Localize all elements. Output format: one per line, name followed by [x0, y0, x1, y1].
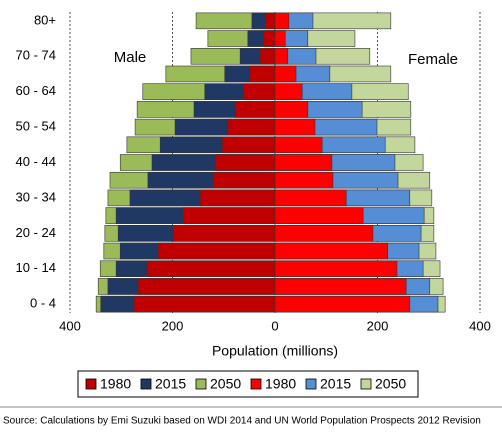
legend: 1980 2015 2050 1980 2015 2050 [85, 376, 406, 392]
legend-swatch [195, 378, 207, 390]
x-tick-label: 0 [271, 318, 278, 333]
legend-swatch [250, 378, 262, 390]
source: Source: Calculations by Emi Suzuki based… [3, 416, 481, 427]
x-axis-label: Population (millions) [212, 343, 338, 359]
bar [137, 278, 276, 295]
bar [274, 295, 411, 313]
bar [227, 118, 276, 136]
legend-label: 2050 [210, 376, 241, 392]
bar [274, 278, 407, 295]
legend-swatch [305, 378, 317, 390]
bar [265, 12, 276, 30]
x-tick-label: 400 [469, 318, 491, 333]
legend-label: 2015 [155, 376, 186, 392]
bar [274, 12, 290, 30]
bar [274, 101, 309, 118]
bar [249, 65, 276, 83]
legend-swatch [85, 378, 97, 390]
y-tick-label: 40 - 44 [16, 154, 56, 169]
y-tick-label: 10 - 14 [16, 260, 56, 275]
bar [274, 260, 398, 278]
bar [274, 207, 364, 224]
bar [221, 136, 276, 154]
bars [95, 12, 446, 313]
bar [274, 83, 303, 100]
bar [133, 295, 276, 313]
legend-label: 2015 [320, 376, 351, 392]
y-tick-label: 70 - 74 [16, 48, 56, 63]
bar [234, 101, 276, 118]
bar [146, 260, 276, 278]
bar [182, 207, 276, 224]
male-label: Male [114, 49, 147, 66]
bar [274, 136, 323, 154]
bar [274, 189, 347, 207]
legend-swatch [140, 378, 152, 390]
bar [274, 154, 333, 171]
legend-label: 2050 [375, 376, 406, 392]
bar [259, 47, 276, 65]
x-tick-label: 400 [59, 318, 81, 333]
bar [242, 83, 276, 100]
bar [274, 65, 297, 83]
bar [274, 47, 289, 65]
x-tick-label: 200 [162, 318, 184, 333]
bar [157, 242, 276, 260]
bar [274, 225, 374, 242]
y-tick-label: 60 - 64 [16, 83, 56, 98]
female-label: Female [408, 51, 458, 68]
bar [214, 154, 276, 171]
legend-swatch [360, 378, 372, 390]
bar [262, 30, 276, 47]
bar [274, 171, 334, 189]
bar [199, 189, 276, 207]
bar [172, 225, 276, 242]
bar [274, 118, 316, 136]
legend-label: 1980 [100, 376, 131, 392]
bar [212, 171, 276, 189]
y-tick-label: 0 - 4 [30, 296, 56, 311]
bar [274, 242, 389, 260]
legend-label: 1980 [265, 376, 296, 392]
y-tick-label: 80+ [34, 12, 56, 27]
x-tick-label: 200 [367, 318, 389, 333]
bar [274, 30, 286, 47]
y-tick-label: 50 - 54 [16, 119, 56, 134]
y-tick-label: 30 - 34 [16, 189, 56, 204]
y-tick-label: 20 - 24 [16, 225, 56, 240]
